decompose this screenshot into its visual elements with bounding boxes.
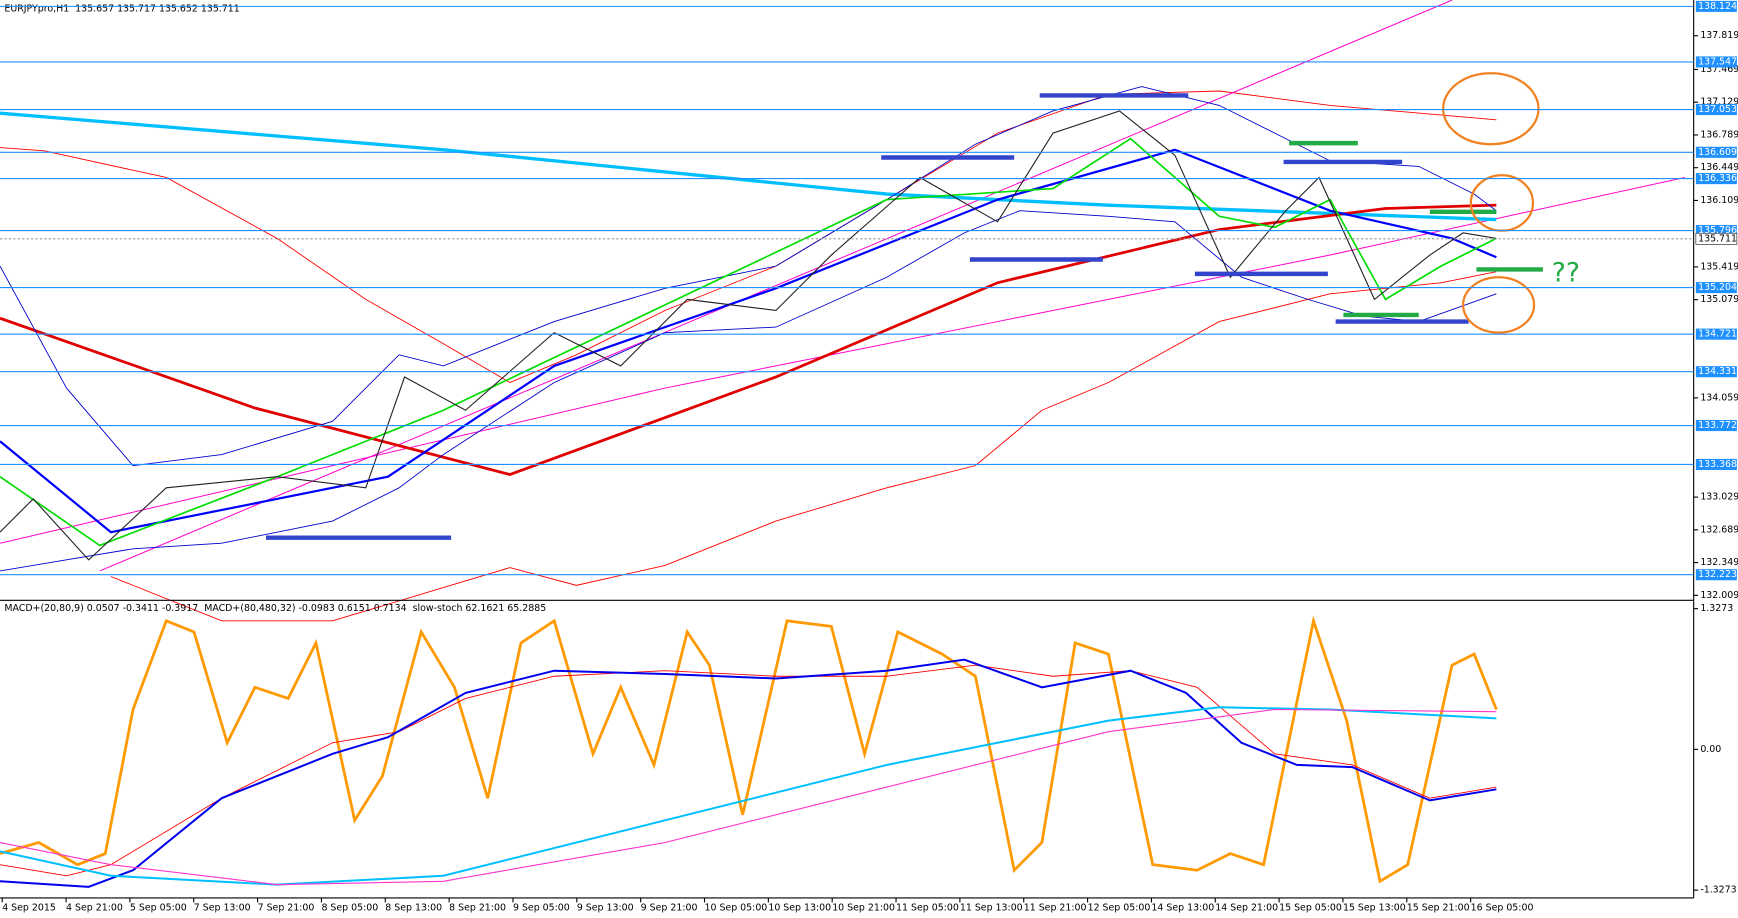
- time-tick-label: 10 Sep 05:00: [705, 902, 768, 913]
- decor: [0, 0, 1685, 888]
- level-label: 132.223: [1698, 569, 1737, 580]
- time-tick-label: 10 Sep 21:00: [832, 902, 895, 913]
- level-label-bg: [1695, 569, 1737, 581]
- time-tick-label: 4 Sep 21:00: [66, 902, 123, 913]
- price-tick-label: 135.079: [1700, 294, 1738, 305]
- price-tick-label: 136.449: [1700, 162, 1738, 173]
- time-tick-label: 11 Sep 21:00: [1024, 902, 1087, 913]
- level-label-bg: [1695, 366, 1737, 378]
- time-tick-label: 14 Sep 21:00: [1215, 902, 1278, 913]
- time-tick-label: 15 Sep 05:00: [1279, 902, 1342, 913]
- price-tick-label: 132.349: [1700, 557, 1738, 568]
- level-label: 134.721: [1698, 329, 1737, 340]
- level-label: 133.772: [1698, 420, 1737, 431]
- time-tick-label: 16 Sep 05:00: [1471, 902, 1534, 913]
- level-label: 138.124: [1698, 1, 1737, 12]
- level-label-bg: [1695, 0, 1737, 12]
- level-label: 135.204: [1698, 282, 1737, 293]
- time-tick-label: 12 Sep 05:00: [1088, 902, 1151, 913]
- time-tick-label: 7 Sep 13:00: [194, 902, 251, 913]
- time-tick-label: 14 Sep 13:00: [1151, 902, 1214, 913]
- level-label: 136.336: [1698, 173, 1737, 184]
- level-label: 136.609: [1698, 147, 1737, 158]
- time-tick-label: 5 Sep 05:00: [130, 902, 187, 913]
- level-label: 133.368: [1698, 459, 1737, 470]
- price-tick-label: 137.129: [1700, 97, 1738, 108]
- price-tick-label: 135.419: [1700, 261, 1738, 272]
- level-label-bg: [1695, 328, 1737, 340]
- time-tick-label: 8 Sep 05:00: [321, 902, 378, 913]
- level-label-bg: [1695, 56, 1737, 68]
- level-label-bg: [1695, 103, 1737, 116]
- time-tick-label: 15 Sep 21:00: [1407, 902, 1470, 913]
- level-label-bg: [1695, 225, 1737, 237]
- price-tick-label: 136.789: [1700, 129, 1738, 140]
- time-tick-label: 10 Sep 13:00: [768, 902, 831, 913]
- time-tick-label: 4 Sep 2015: [2, 902, 56, 913]
- level-label-bg: [1695, 458, 1737, 470]
- level-label-bg: [1695, 419, 1737, 432]
- price-tick-label: 137.469: [1700, 64, 1738, 75]
- price-tick-label: 132.689: [1700, 524, 1738, 535]
- price-tick-label: 134.059: [1700, 392, 1738, 403]
- indicator-tick-label: 0.00: [1700, 744, 1721, 755]
- level-label: 137.053: [1698, 104, 1737, 115]
- indicator-tick-label: -1.3273: [1700, 885, 1736, 896]
- current-price-label: 135.711: [1698, 233, 1737, 244]
- level-label-bg: [1695, 173, 1737, 185]
- price-tick-label: 137.819: [1700, 30, 1738, 41]
- level-label: 137.547: [1698, 56, 1737, 67]
- level-label-bg: [1695, 146, 1737, 158]
- indicator-tick-label: 1.3273: [1700, 603, 1733, 614]
- current-price-bg: [1695, 232, 1738, 245]
- time-tick-label: 9 Sep 21:00: [641, 902, 698, 913]
- annotation: ??: [1552, 257, 1580, 288]
- time-tick-label: 15 Sep 13:00: [1343, 902, 1406, 913]
- time-tick-label: 9 Sep 05:00: [513, 902, 570, 913]
- time-tick-label: 8 Sep 13:00: [385, 902, 442, 913]
- time-tick-label: 7 Sep 21:00: [258, 902, 315, 913]
- indicator-header: MACD+(20,80,9) 0.0507 -0.3411 -0.3917 MA…: [4, 603, 546, 614]
- time-tick-label: 11 Sep 05:00: [896, 902, 959, 913]
- price-tick-label: 133.029: [1700, 492, 1738, 503]
- time-tick-label: 8 Sep 21:00: [449, 902, 506, 913]
- price-tick-label: 136.109: [1700, 195, 1738, 206]
- symbol-header: EURJPYpro,H1 135.657 135.717 135.652 135…: [4, 3, 239, 14]
- time-tick-label: 9 Sep 13:00: [577, 902, 634, 913]
- level-label: 134.331: [1698, 366, 1737, 377]
- level-label: 135.796: [1698, 225, 1737, 236]
- time-tick-label: 11 Sep 13:00: [960, 902, 1023, 913]
- price-tick-label: 132.009: [1700, 590, 1738, 601]
- level-label-bg: [1695, 282, 1737, 294]
